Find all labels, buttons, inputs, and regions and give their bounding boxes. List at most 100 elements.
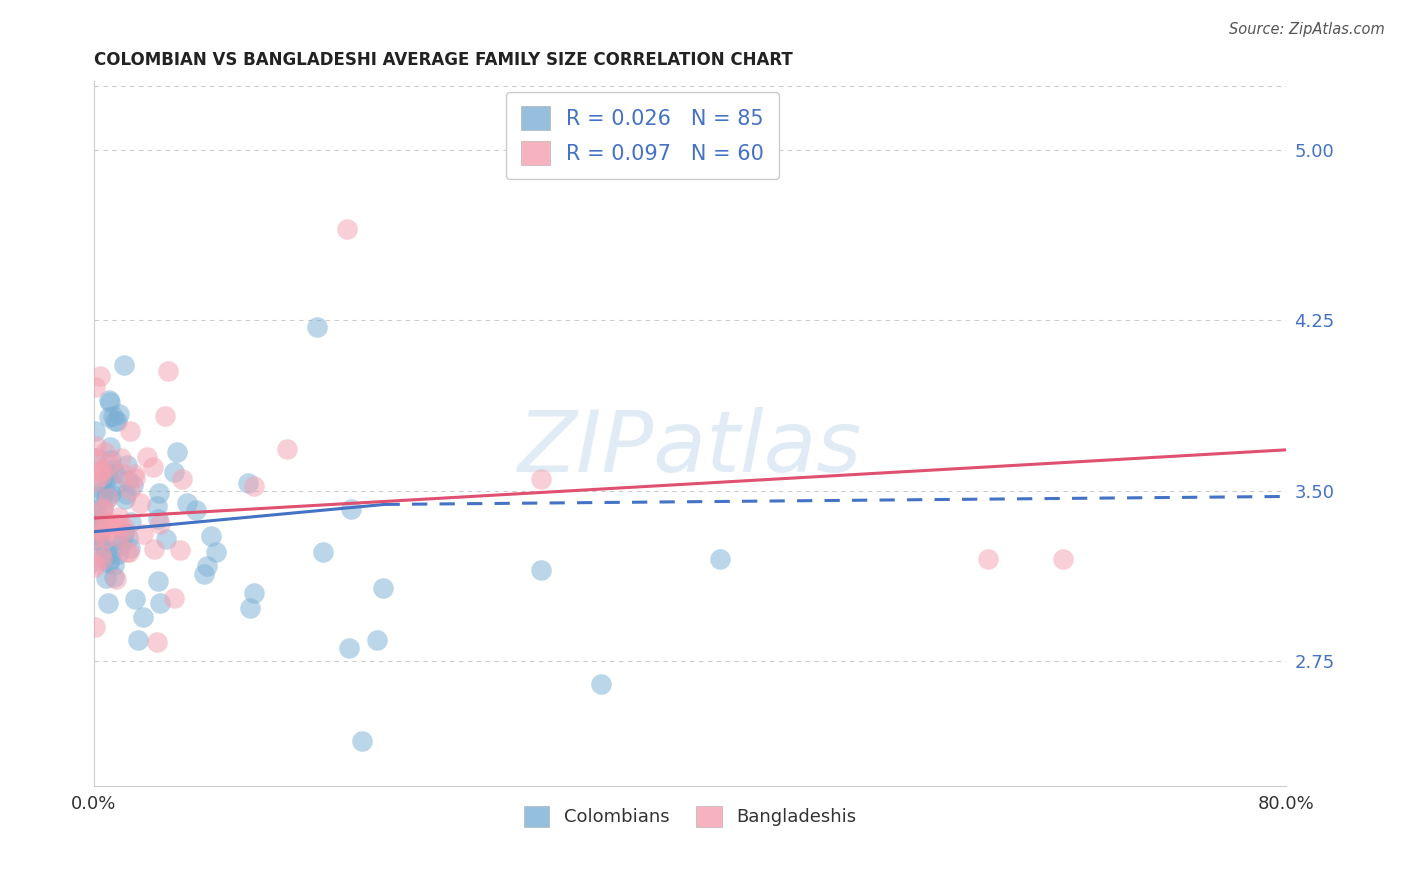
Point	[84, 522, 107, 536]
Point	[336, 222, 359, 236]
Point	[120, 541, 142, 555]
Point	[100, 452, 122, 467]
Point	[155, 532, 177, 546]
Point	[100, 486, 122, 500]
Point	[97, 468, 120, 483]
Point	[186, 503, 208, 517]
Point	[101, 544, 124, 558]
Point	[200, 529, 222, 543]
Point	[101, 462, 124, 476]
Point	[105, 415, 128, 429]
Point	[195, 559, 218, 574]
Point	[340, 502, 363, 516]
Point	[84, 439, 107, 453]
Point	[90, 552, 112, 566]
Point	[110, 538, 132, 552]
Point	[243, 586, 266, 600]
Point	[312, 545, 335, 559]
Point	[142, 541, 165, 556]
Point	[94, 543, 117, 558]
Point	[84, 451, 107, 466]
Point	[90, 475, 112, 489]
Point	[148, 512, 170, 526]
Point	[93, 537, 115, 551]
Point	[709, 552, 731, 566]
Point	[100, 521, 122, 535]
Point	[115, 545, 138, 559]
Point	[93, 550, 115, 565]
Point	[84, 560, 107, 574]
Point	[145, 635, 167, 649]
Point	[115, 458, 138, 473]
Point	[122, 467, 145, 482]
Point	[94, 485, 117, 500]
Point	[97, 596, 120, 610]
Point	[89, 525, 111, 540]
Point	[93, 531, 115, 545]
Point	[104, 414, 127, 428]
Point	[112, 524, 135, 539]
Point	[114, 520, 136, 534]
Point	[94, 512, 117, 526]
Point	[84, 620, 107, 634]
Point	[101, 409, 124, 424]
Text: Source: ZipAtlas.com: Source: ZipAtlas.com	[1229, 22, 1385, 37]
Point	[91, 501, 114, 516]
Point	[107, 548, 129, 562]
Point	[132, 526, 155, 541]
Point	[97, 392, 120, 407]
Point	[91, 490, 114, 504]
Point	[107, 517, 129, 532]
Point	[153, 409, 176, 424]
Point	[530, 563, 553, 577]
Point	[118, 424, 141, 438]
Point	[124, 471, 146, 485]
Point	[117, 473, 139, 487]
Point	[127, 632, 149, 647]
Point	[84, 451, 107, 466]
Point	[97, 491, 120, 505]
Point	[122, 478, 145, 492]
Point	[96, 571, 118, 585]
Point	[90, 461, 112, 475]
Point	[91, 462, 114, 476]
Point	[977, 552, 1000, 566]
Point	[84, 503, 107, 517]
Point	[107, 530, 129, 544]
Point	[98, 409, 121, 424]
Point	[84, 380, 107, 394]
Point	[98, 394, 121, 409]
Point	[86, 517, 108, 532]
Point	[103, 478, 125, 492]
Point	[107, 408, 129, 422]
Point	[103, 569, 125, 583]
Point	[176, 496, 198, 510]
Point	[91, 483, 114, 498]
Point	[96, 491, 118, 506]
Point	[120, 516, 142, 530]
Point	[530, 472, 553, 486]
Point	[239, 601, 262, 615]
Point	[105, 573, 128, 587]
Point	[84, 554, 107, 568]
Point	[112, 524, 135, 539]
Point	[84, 533, 107, 547]
Point	[114, 492, 136, 507]
Point	[366, 632, 388, 647]
Point	[90, 547, 112, 561]
Point	[371, 582, 394, 596]
Point	[89, 465, 111, 479]
Point	[129, 496, 152, 510]
Point	[100, 440, 122, 454]
Text: ZIPatlas: ZIPatlas	[517, 407, 862, 490]
Point	[84, 526, 107, 541]
Point	[589, 677, 612, 691]
Point	[172, 472, 194, 486]
Point	[243, 479, 266, 493]
Point	[97, 556, 120, 570]
Point	[339, 641, 361, 656]
Point	[236, 475, 259, 490]
Point	[84, 530, 107, 544]
Point	[103, 558, 125, 572]
Point	[91, 501, 114, 516]
